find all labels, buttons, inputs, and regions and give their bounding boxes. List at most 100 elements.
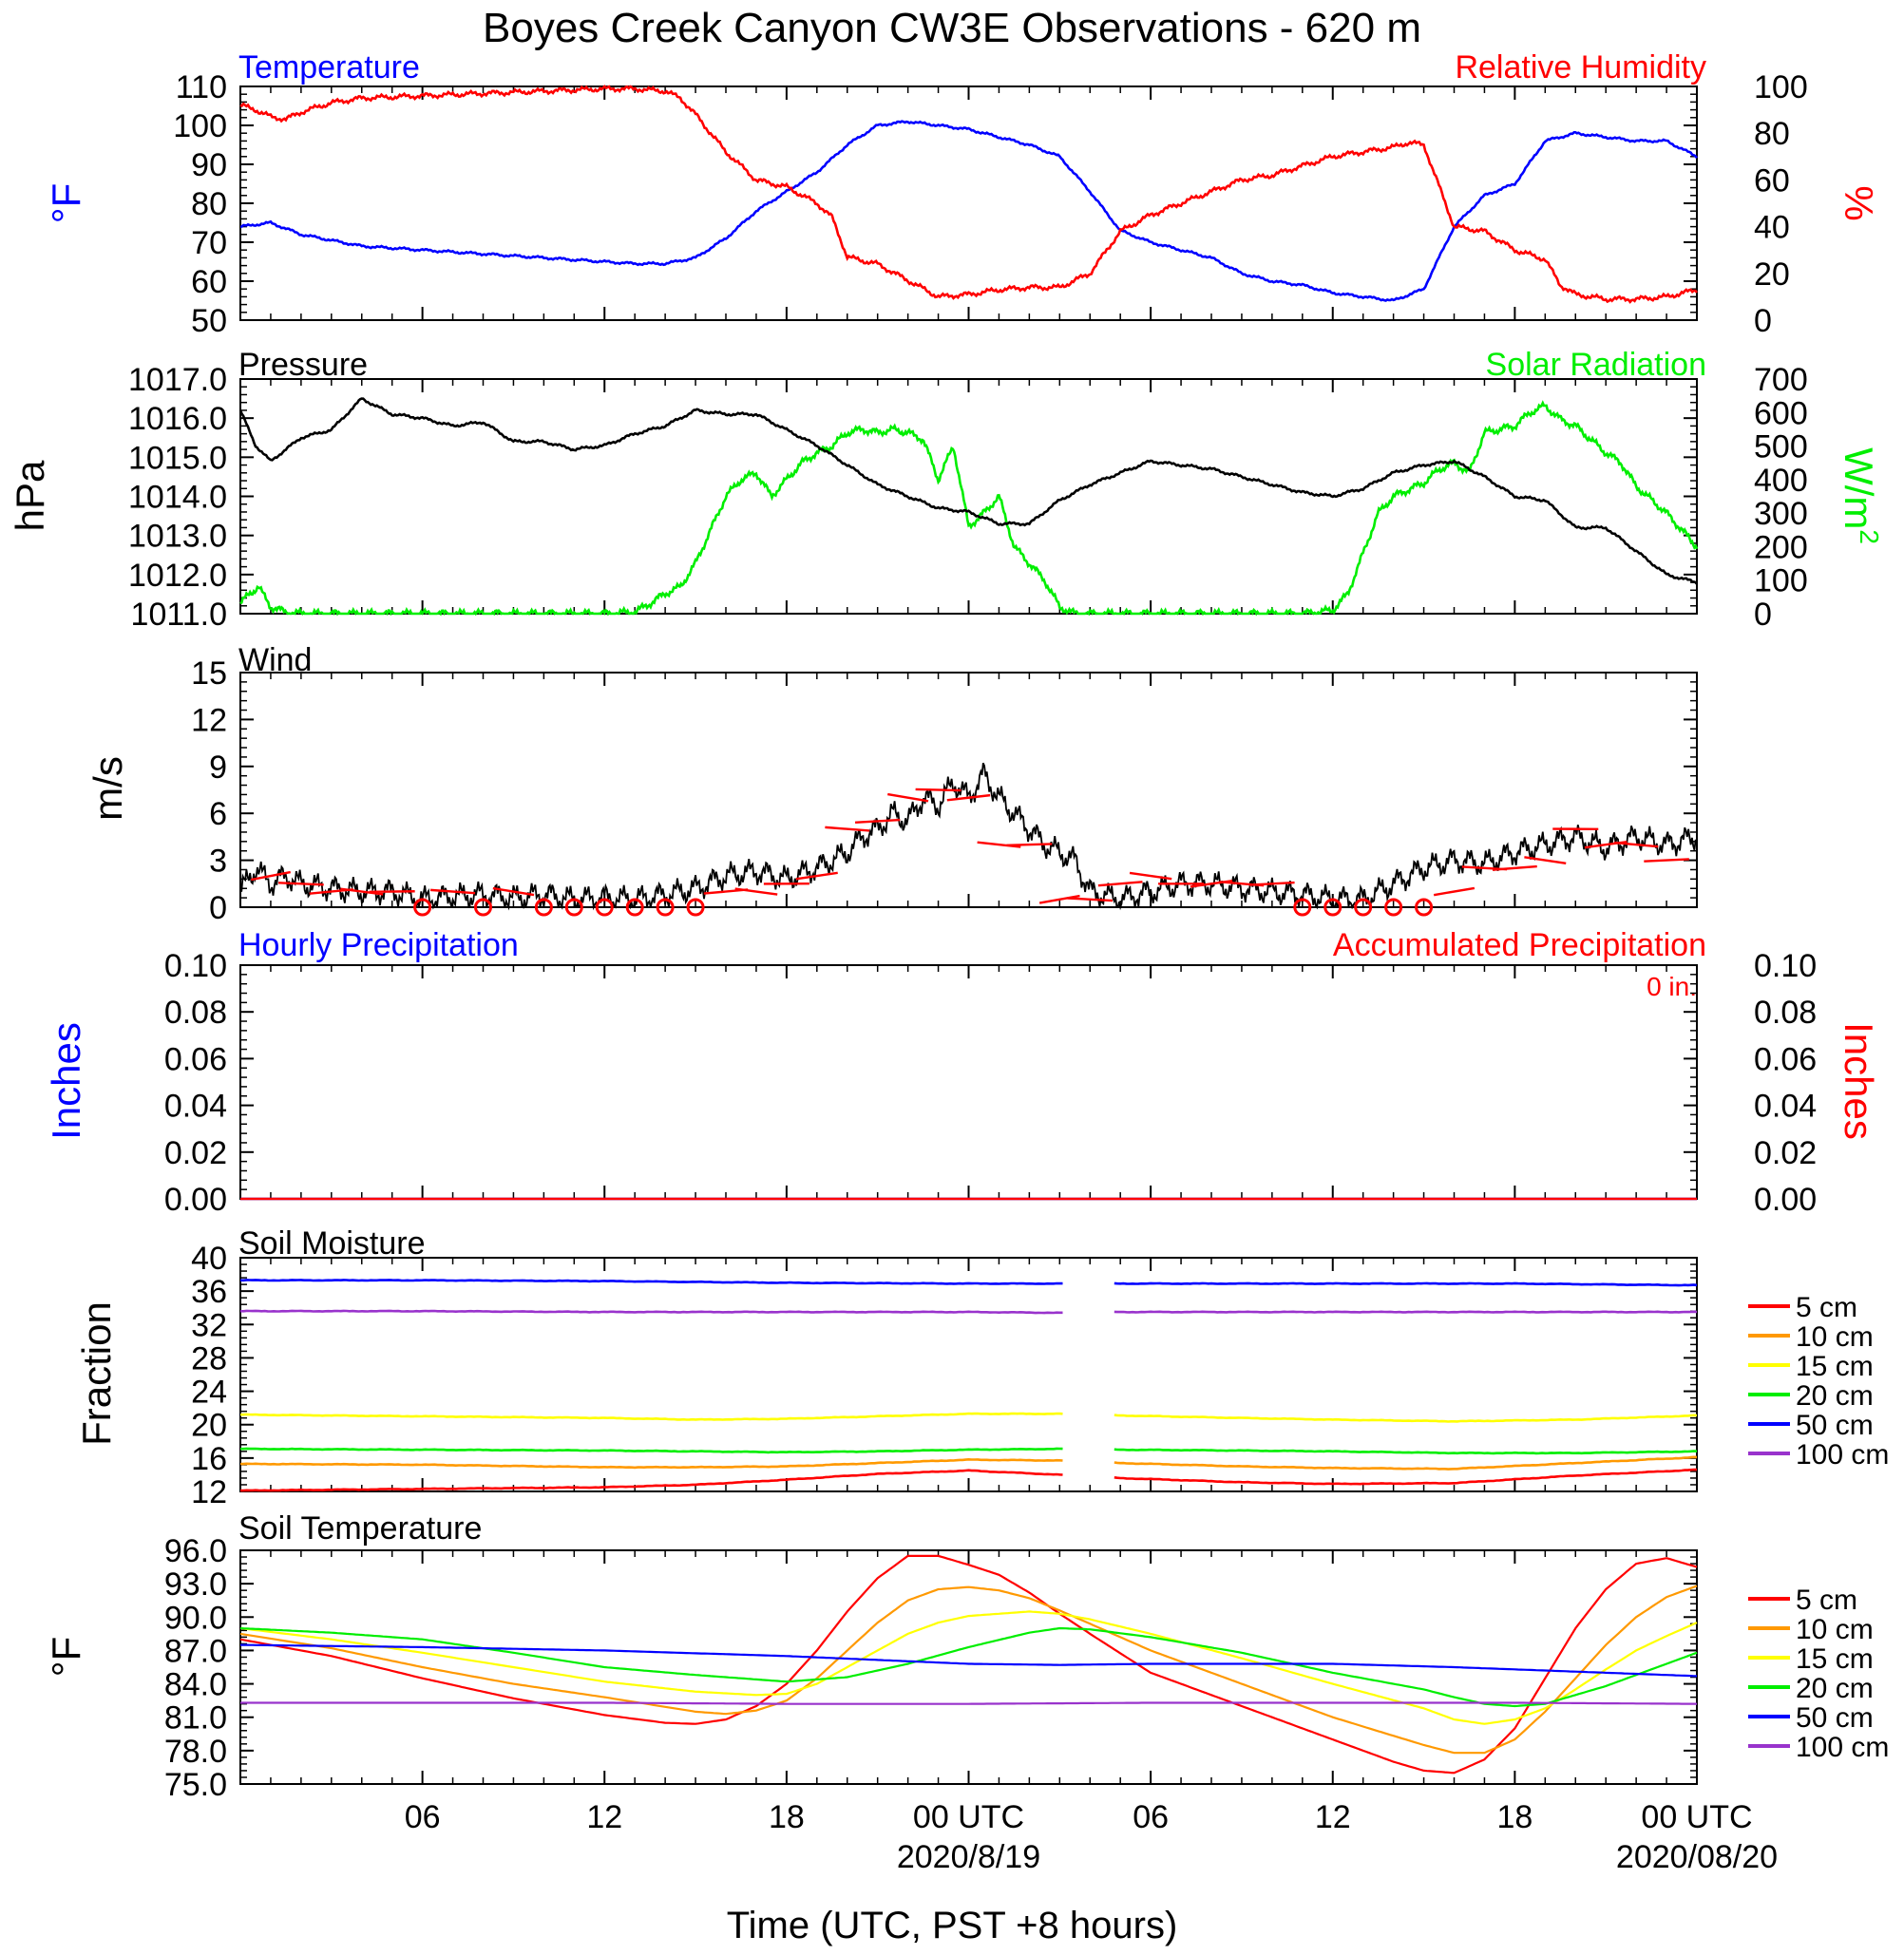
solar-unit-text: W/m [1837, 447, 1881, 529]
wind-barb [492, 886, 535, 897]
soil-moisture-20cm-line [240, 1447, 1698, 1455]
y2-tick-label: 200 [1754, 529, 1808, 565]
pressure-line [238, 397, 1698, 585]
y-tick-label: 1015.0 [128, 440, 227, 476]
y-tick-label: 96.0 [164, 1533, 227, 1569]
y-tick-label: 9 [209, 750, 227, 786]
pressure-left-axis-label: hPa [8, 460, 52, 531]
wind-barb [278, 882, 324, 886]
y-tick-label: 70 [191, 225, 227, 261]
soil-moisture-legend-label: 20 cm [1796, 1380, 1874, 1412]
y2-tick-label: 0.02 [1754, 1135, 1817, 1171]
y2-tick-label: 100 [1754, 563, 1808, 599]
precip-left-axis-label: Inches [44, 1022, 88, 1140]
y-tick-label: 100 [173, 108, 227, 144]
wind-barb [946, 793, 991, 802]
y2-tick-label: 400 [1754, 463, 1808, 499]
y-tick-label: 75.0 [164, 1767, 227, 1803]
y-tick-label: 84.0 [164, 1667, 227, 1703]
y-tick-label: 40 [191, 1241, 227, 1277]
x-tick-label: 00 UTC [913, 1799, 1024, 1835]
wind-barb [340, 887, 384, 896]
y-tick-label: 50 [191, 303, 227, 339]
calm-wind-marker [1354, 898, 1373, 917]
panel-temp-right-title: Relative Humidity [1455, 49, 1706, 85]
x-tick-label: 00 UTC [1641, 1799, 1752, 1835]
solar-right-axis-label: W/m2 [1837, 447, 1884, 544]
y2-tick-label: 0.10 [1754, 948, 1817, 984]
x-date-label: 2020/8/19 [897, 1839, 1040, 1875]
soil-moisture-legend-label: 50 cm [1796, 1410, 1874, 1441]
y2-tick-label: 600 [1754, 395, 1808, 431]
soil-moisture-legend-label: 5 cm [1796, 1292, 1857, 1323]
y-tick-label: 1011.0 [131, 597, 227, 633]
temperature-line [239, 120, 1698, 302]
soil-temp-50cm-line [240, 1643, 1698, 1678]
wind-barb [369, 890, 415, 894]
y-tick-label: 60 [191, 264, 227, 300]
x-tick-label: 12 [1315, 1799, 1351, 1835]
wind-barb [1492, 864, 1537, 871]
calm-wind-marker [1293, 898, 1312, 917]
soil-temp-15cm-line [239, 1610, 1698, 1725]
y2-tick-label: 0.00 [1754, 1182, 1817, 1218]
wind-barb [1097, 881, 1143, 887]
wind-barb [825, 826, 870, 832]
humidity-line [239, 85, 1698, 304]
y-tick-label: 3 [209, 844, 227, 880]
y-tick-label: 6 [209, 796, 227, 832]
x-tick-label: 18 [769, 1799, 805, 1835]
calm-wind-marker [1384, 898, 1403, 917]
precip-accum-annotation: 0 in. [1647, 972, 1697, 1001]
soil-moisture-100cm-line [239, 1309, 1698, 1315]
wind-barb [1067, 897, 1114, 902]
x-tick-label: 06 [1133, 1799, 1169, 1835]
soil-temp-legend-label: 5 cm [1796, 1585, 1857, 1616]
panel-frame [239, 1257, 1698, 1492]
soil-temp-axis-label: °F [44, 1637, 88, 1677]
calm-wind-marker [625, 898, 644, 917]
y-tick-label: 93.0 [164, 1566, 227, 1603]
y-tick-label: 0.02 [164, 1135, 227, 1171]
y-tick-label: 32 [191, 1307, 227, 1343]
wind-barb [1644, 858, 1689, 863]
soil-moisture-legend-label: 100 cm [1796, 1439, 1889, 1471]
y2-tick-label: 60 [1754, 162, 1790, 199]
panel-precip-title: Hourly Precipitation [238, 927, 519, 963]
calm-wind-marker [595, 898, 614, 917]
panel-frame [239, 378, 1698, 615]
y-tick-label: 90 [191, 147, 227, 183]
wind-barb [854, 818, 901, 825]
y-tick-label: 0 [209, 890, 227, 926]
y-tick-label: 0.00 [164, 1182, 227, 1218]
soil-temp-10cm-line [239, 1585, 1698, 1755]
calm-wind-marker [413, 898, 432, 917]
y2-tick-label: 700 [1754, 362, 1808, 398]
y-tick-label: 20 [191, 1408, 227, 1444]
soil-temp-legend-label: 20 cm [1796, 1673, 1874, 1704]
soil-temp-legend-label: 100 cm [1796, 1732, 1889, 1763]
calm-wind-marker [1415, 898, 1434, 917]
soil-moisture-15cm-line [240, 1412, 1698, 1423]
wind-barb [1006, 843, 1053, 847]
x-axis-label: Time (UTC, PST +8 hours) [727, 1905, 1178, 1946]
wind-barb [734, 887, 778, 896]
wind-barb [1433, 886, 1476, 897]
x-tick-label: 12 [586, 1799, 622, 1835]
y-tick-label: 0.04 [164, 1089, 227, 1125]
y-tick-label: 87.0 [164, 1633, 227, 1669]
wind-barb [250, 870, 291, 882]
soil-temp-legend-label: 10 cm [1796, 1614, 1874, 1645]
y-tick-label: 16 [191, 1441, 227, 1477]
y-tick-label: 1017.0 [128, 362, 227, 398]
wind-barb [1524, 856, 1567, 865]
calm-wind-marker [656, 898, 675, 917]
calm-wind-marker [534, 898, 553, 917]
x-tick-label: 06 [405, 1799, 441, 1835]
wind-barb [1129, 871, 1172, 881]
solar-unit-superscript: 2 [1855, 529, 1884, 544]
y-tick-label: 15 [191, 655, 227, 692]
calm-wind-marker [1323, 898, 1342, 917]
y2-tick-label: 0 [1754, 597, 1772, 633]
y-tick-label: 1013.0 [128, 519, 227, 555]
